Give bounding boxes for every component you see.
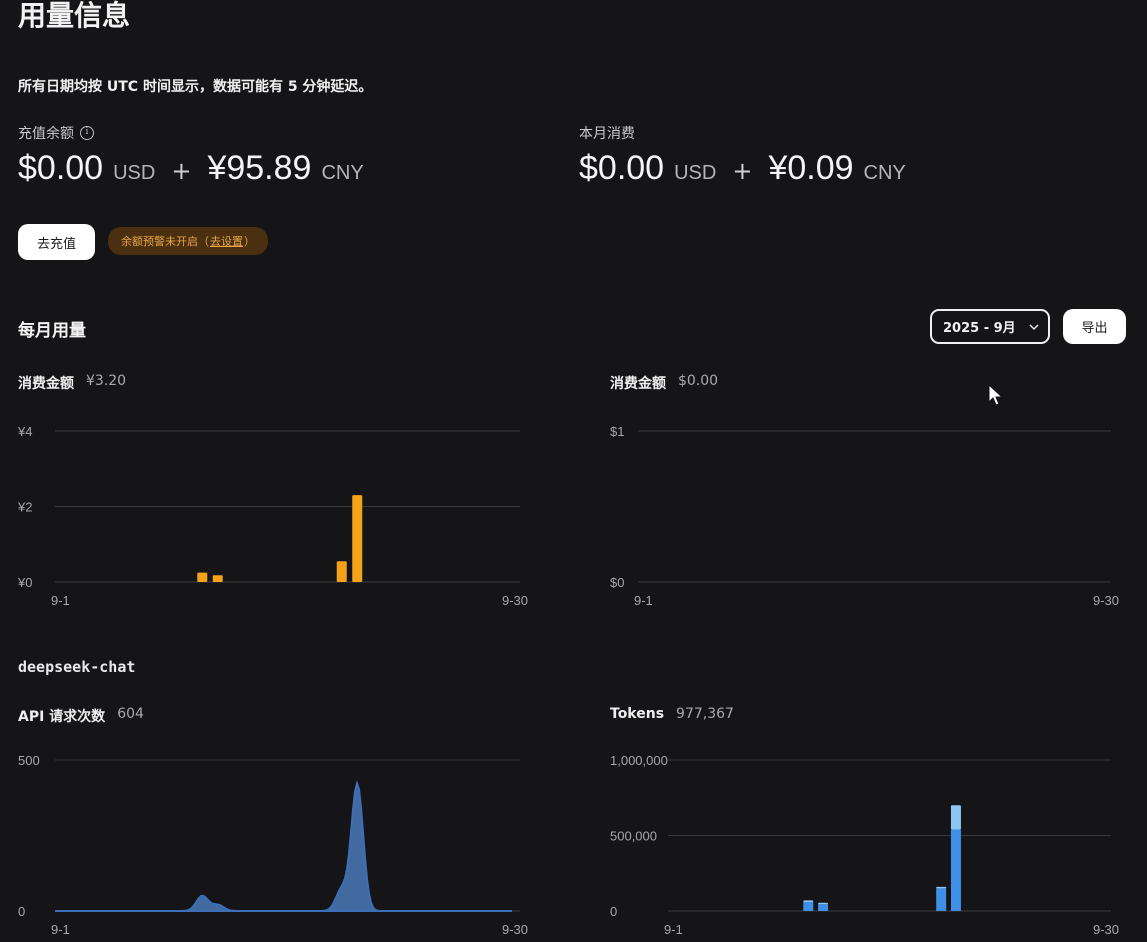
- monthly-spend-usd-amount: $0.00: [579, 149, 665, 187]
- x-tick-label: 9-30: [1093, 922, 1119, 937]
- balance-plus: +: [171, 157, 192, 185]
- spend-cny-header: 消费金额 ¥3.20: [18, 373, 126, 393]
- balance-block: 充值余额 i $0.00 USD + ¥95.89 CNY: [18, 123, 364, 188]
- balance-label-row: 充值余额 i: [18, 123, 364, 143]
- monthly-usage-title: 每月用量: [18, 321, 86, 341]
- page-title: 用量信息: [18, 0, 131, 32]
- y-tick-label: $0: [610, 575, 624, 590]
- bar: [936, 888, 947, 911]
- bar: [352, 495, 363, 582]
- bar: [197, 572, 208, 582]
- monthly-spend-cny-amount: ¥0.09: [768, 149, 854, 187]
- x-tick-label: 9-1: [664, 922, 683, 937]
- monthly-spend-usd-unit: USD: [674, 162, 717, 184]
- tokens-total: 977,367: [676, 706, 734, 722]
- recharge-button[interactable]: 去充值: [18, 224, 95, 260]
- tokens-header: Tokens 977,367: [610, 706, 734, 722]
- monthly-spend-plus: +: [732, 157, 753, 185]
- bar: [818, 902, 829, 905]
- balance-cny-unit: CNY: [321, 162, 364, 184]
- spend-usd-total: $0.00: [678, 373, 719, 389]
- bar: [212, 575, 223, 582]
- spend-usd-header: 消费金额 $0.00: [610, 373, 718, 393]
- balance-label: 充值余额: [18, 126, 74, 142]
- y-tick-label: 0: [610, 904, 617, 919]
- balance-alert-close-paren: ）: [244, 235, 255, 248]
- y-tick-label: 1,000,000: [610, 753, 668, 768]
- balance-usd-amount: $0.00: [18, 149, 104, 187]
- spend-usd-label: 消费金额: [610, 376, 666, 392]
- mouse-cursor-icon: [988, 384, 1004, 406]
- y-tick-label: 500,000: [610, 829, 657, 844]
- monthly-spend-block: 本月消费 $0.00 USD + ¥0.09 CNY: [579, 123, 906, 188]
- area-series: [55, 780, 512, 912]
- requests-total: 604: [117, 706, 144, 722]
- month-select-value: 2025 - 9月: [943, 321, 1016, 336]
- balance-alert-text: 余额预警未开启（: [121, 235, 209, 248]
- bar: [336, 561, 347, 582]
- x-tick-label: 9-30: [502, 922, 528, 937]
- bar: [950, 829, 961, 911]
- bar: [803, 900, 814, 902]
- y-tick-label: ¥2: [17, 500, 32, 515]
- balance-amount-row: $0.00 USD + ¥95.89 CNY: [18, 149, 364, 188]
- y-tick-label: ¥0: [17, 575, 32, 590]
- chevron-down-icon: [1029, 324, 1039, 331]
- export-button[interactable]: 导出: [1063, 309, 1126, 344]
- monthly-spend-cny-unit: CNY: [863, 162, 906, 184]
- x-tick-label: 9-30: [1093, 593, 1119, 608]
- x-tick-label: 9-1: [51, 593, 70, 608]
- y-tick-label: $1: [610, 424, 624, 439]
- utc-notice: 所有日期均按 UTC 时间显示，数据可能有 5 分钟延迟。: [18, 79, 373, 95]
- requests-header: API 请求次数 604: [18, 706, 144, 726]
- monthly-spend-label-row: 本月消费: [579, 123, 906, 143]
- month-select[interactable]: 2025 - 9月: [930, 309, 1050, 344]
- bar: [818, 904, 829, 911]
- y-tick-label: ¥4: [17, 424, 32, 439]
- bar: [936, 886, 947, 889]
- balance-alert-pill: 余额预警未开启（ 去设置 ）: [108, 227, 268, 255]
- balance-cny-amount: ¥95.89: [207, 149, 312, 187]
- spend-cny-total: ¥3.20: [86, 373, 127, 389]
- tokens-label: Tokens: [610, 706, 665, 722]
- y-tick-label: 0: [18, 904, 25, 919]
- requests-label: API 请求次数: [18, 709, 106, 725]
- bar: [803, 901, 814, 911]
- x-tick-label: 9-30: [502, 593, 528, 608]
- spend-cny-label: 消费金额: [18, 376, 74, 392]
- x-tick-label: 9-1: [634, 593, 653, 608]
- y-tick-label: 500: [18, 753, 40, 768]
- balance-usd-unit: USD: [113, 162, 156, 184]
- balance-alert-settings-link[interactable]: 去设置: [210, 235, 243, 248]
- info-icon[interactable]: i: [80, 126, 94, 140]
- bar: [950, 805, 961, 830]
- monthly-spend-amount-row: $0.00 USD + ¥0.09 CNY: [579, 149, 906, 188]
- x-tick-label: 9-1: [51, 922, 70, 937]
- model-name: deepseek-chat: [18, 658, 136, 676]
- monthly-spend-label: 本月消费: [579, 126, 635, 142]
